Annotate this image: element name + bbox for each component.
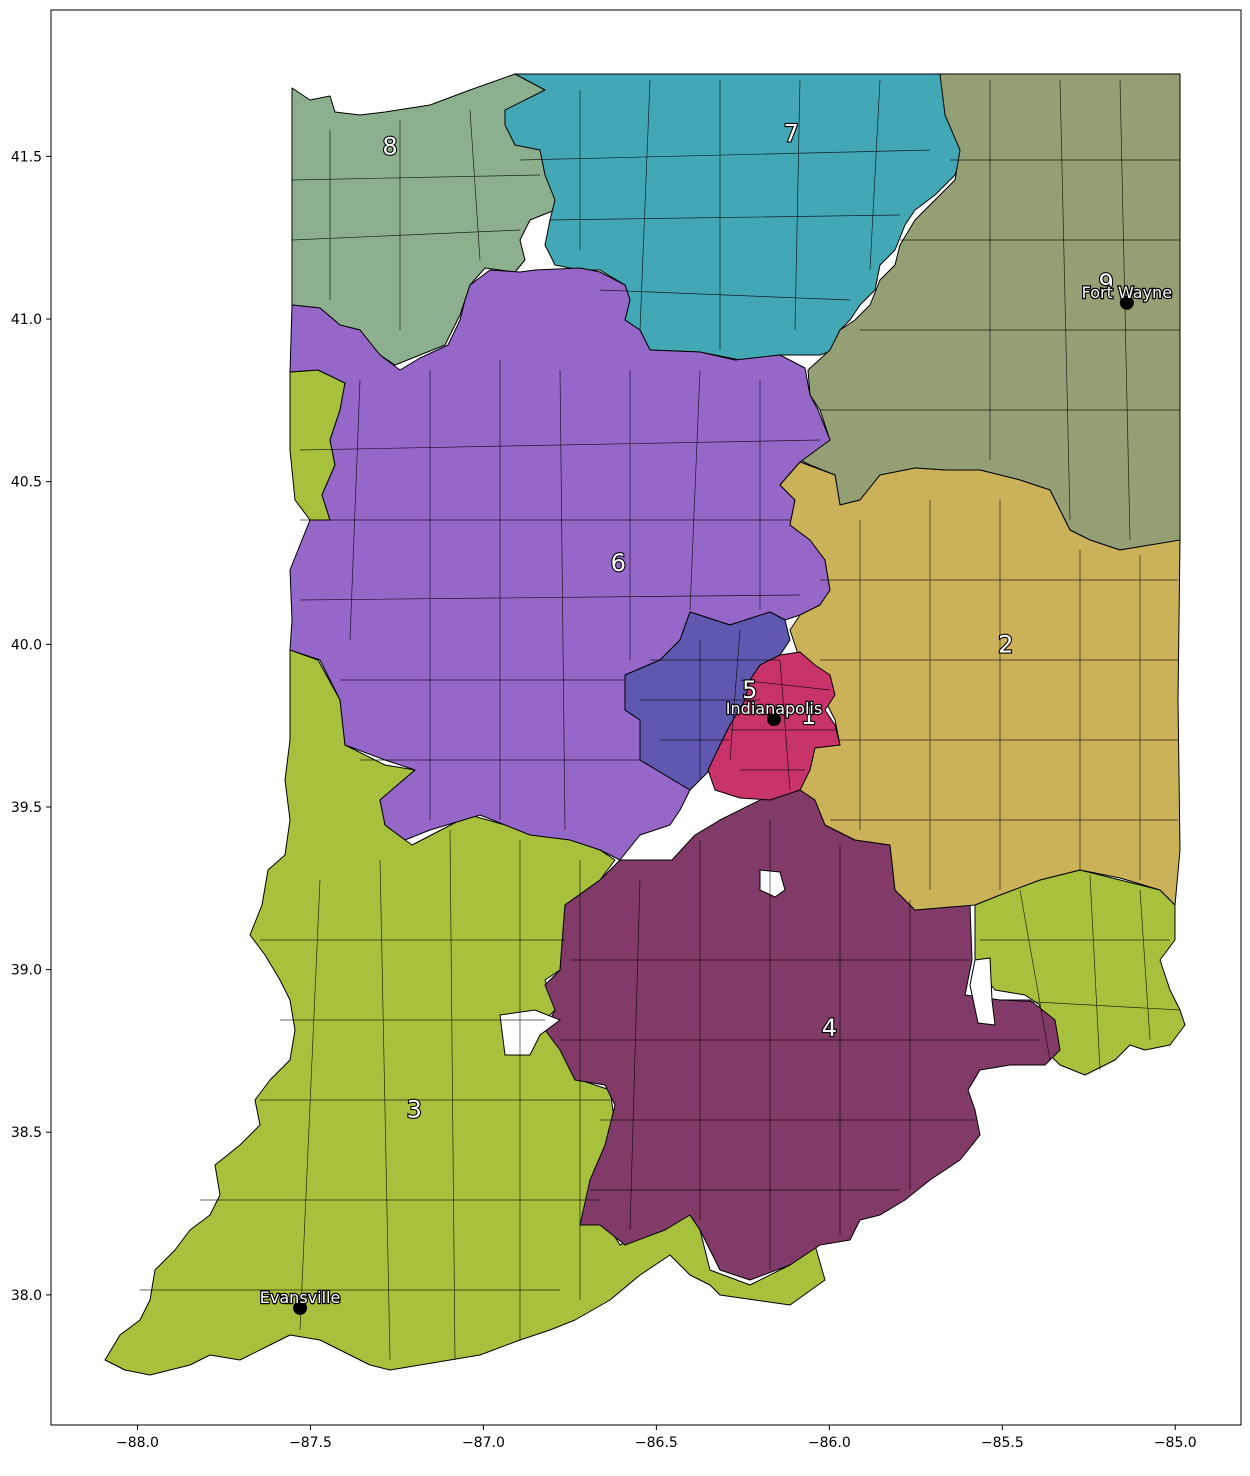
city-marker-dot	[1119, 295, 1134, 310]
gap-area-1	[759, 869, 786, 898]
city-marker-dot	[766, 712, 781, 727]
y-tick-label: 39.5	[11, 800, 42, 816]
city-markers: Fort Wayne Indianapolis Evansville	[259, 282, 1173, 1315]
y-tick-label: 38.0	[11, 1288, 42, 1304]
y-tick-label: 40.5	[11, 475, 42, 491]
city-label: Indianapolis	[726, 699, 822, 718]
city-marker-dot	[293, 1300, 308, 1315]
x-tick-label: −87.0	[462, 1435, 505, 1451]
y-tick-label: 41.5	[11, 149, 42, 165]
city-label: Evansville	[260, 1288, 341, 1307]
x-tick-label: −88.0	[116, 1435, 159, 1451]
y-tick-label: 41.0	[11, 312, 42, 328]
gap-area-3	[499, 1009, 562, 1056]
precinct-boundaries	[140, 79, 1181, 1361]
x-tick-label: −87.5	[289, 1435, 332, 1451]
y-tick-label: 40.0	[11, 637, 42, 653]
district-label-3: 3	[407, 1095, 422, 1123]
x-tick-label: −85.0	[1154, 1435, 1197, 1451]
gap-area-2	[969, 957, 996, 1026]
y-axis: 38.0 38.5 39.0 39.5 40.0 40.5 41.0 41.5	[11, 149, 51, 1304]
district-label-8: 8	[382, 133, 397, 161]
district-label-5: 5	[742, 676, 757, 704]
x-tick-label: −85.5	[981, 1435, 1024, 1451]
district-label-1: 1	[801, 702, 816, 730]
city-label: Fort Wayne	[1082, 283, 1172, 302]
y-tick-label: 38.5	[11, 1125, 42, 1141]
district-labels: 1 2 3 4 5 6 7 8 9	[381, 119, 1115, 1125]
x-tick-label: −86.5	[635, 1435, 678, 1451]
x-tick-label: −86.0	[808, 1435, 851, 1451]
district-label-2: 2	[998, 630, 1013, 658]
district-8-area	[291, 73, 561, 366]
district-label-6: 6	[611, 549, 626, 577]
district-label-7: 7	[784, 120, 799, 148]
y-tick-label: 39.0	[11, 963, 42, 979]
district-label-4: 4	[822, 1014, 837, 1042]
x-axis: −88.0 −87.5 −87.0 −86.5 −86.0 −85.5 −85.0	[116, 1425, 1197, 1451]
district-label-9: 9	[1098, 269, 1113, 297]
